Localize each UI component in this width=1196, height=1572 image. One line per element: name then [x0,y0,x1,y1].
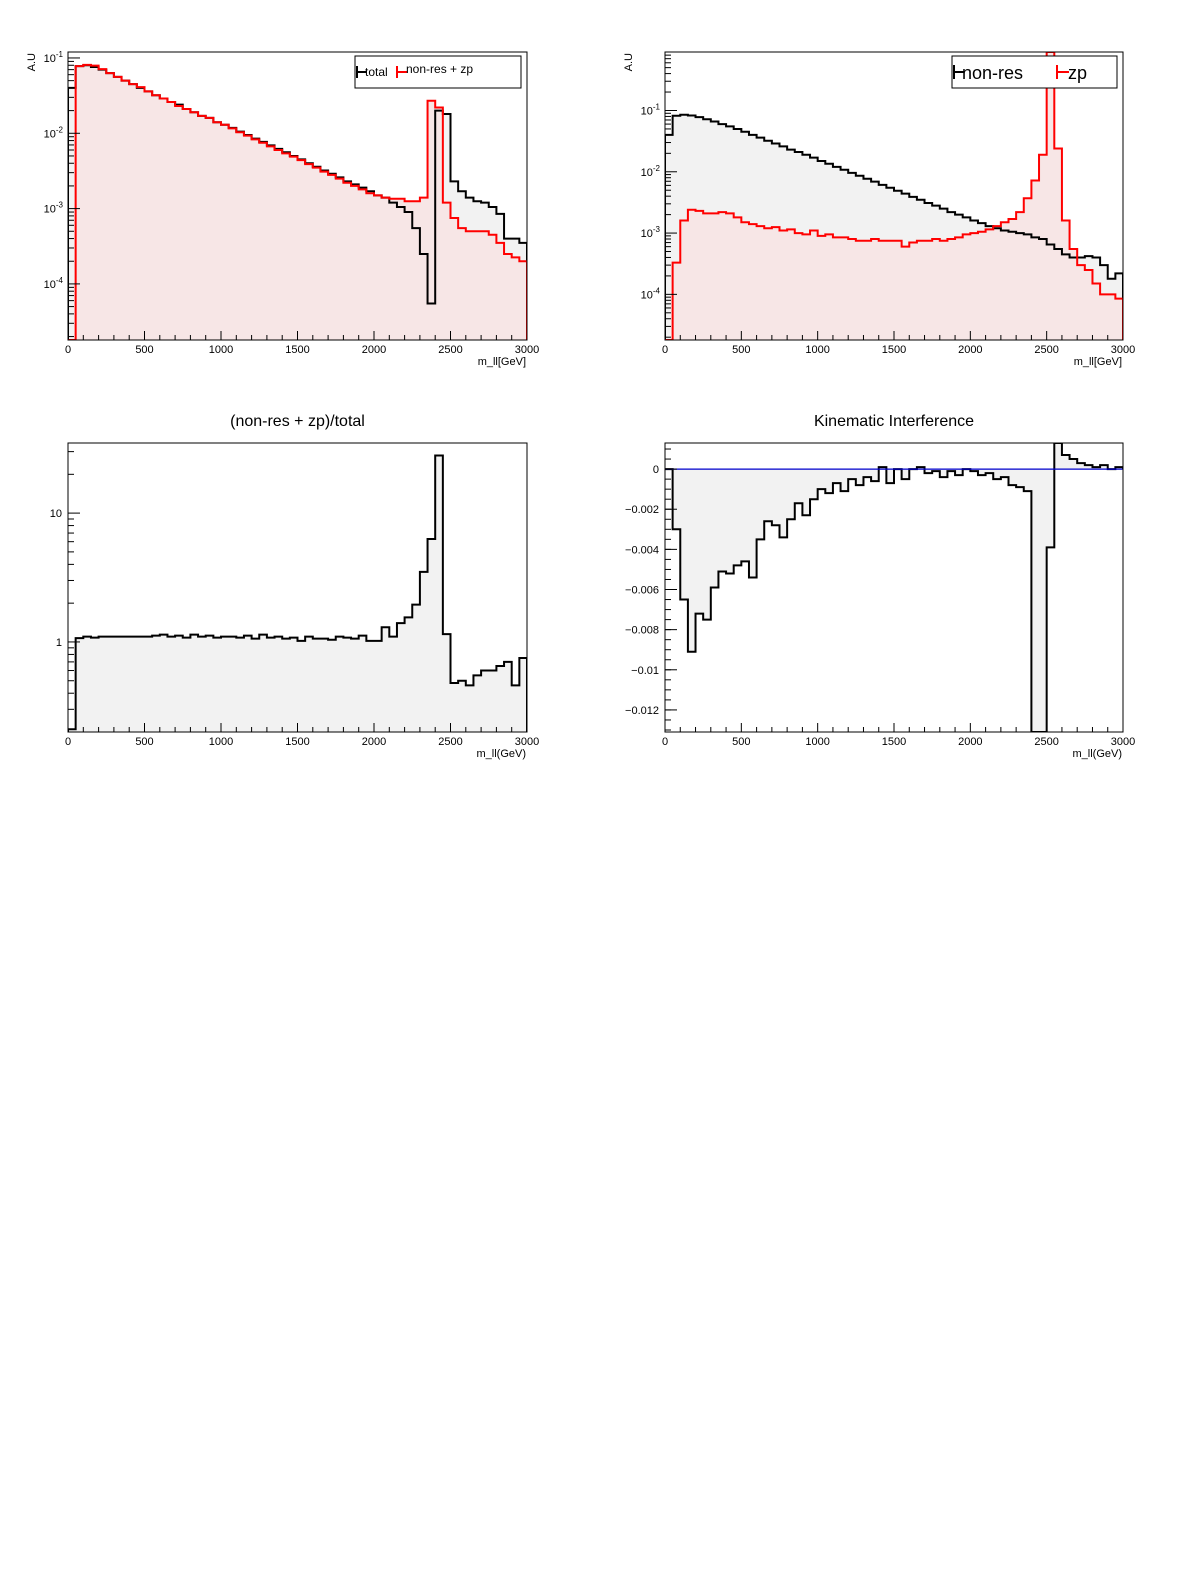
y-tick-label: −0.012 [625,705,659,717]
y-tick-label: 10-1 [44,50,64,65]
x-tick-label: 3000 [1111,344,1135,356]
y-tick-label: 10-3 [641,225,661,240]
series-fill-zp [665,52,1123,340]
x-tick-label: 3000 [515,344,539,356]
x-tick-label: 2500 [438,736,462,748]
y-tick-base: 10 [44,279,56,291]
x-tick-label: 2000 [958,736,982,748]
x-tick-label: 1000 [209,736,233,748]
y-axis-label: A.U [26,53,38,71]
y-tick-label: 10 [50,508,62,520]
y-tick-label: −0.006 [625,585,659,597]
x-axis-label: m_ll[GeV] [478,356,526,368]
x-tick-label: 1500 [882,344,906,356]
chart-title: Kinematic Interference [814,413,974,430]
y-tick-label: 1 [56,637,62,649]
chart-4: Kinematic Interference 0 500 1000 1500 2000 25… [625,413,1135,760]
series-fill-0 [665,443,1123,732]
series-line-0 [68,454,527,732]
y-tick-label: 10-2 [641,164,661,179]
y-tick-label: 10-1 [641,102,661,117]
y-tick-base: 10 [641,228,653,240]
x-tick-label: 2500 [438,344,462,356]
y-tick-label: −0.01 [631,665,659,677]
y-tick-exponent: -2 [56,125,64,134]
x-axis-label: m_ll(GeV) [1072,748,1122,760]
x-tick-label: 500 [732,344,750,356]
x-tick-label: 500 [135,344,153,356]
x-tick-label: 3000 [1111,736,1135,748]
y-tick-label: 10-4 [44,276,64,291]
x-axis-label: m_ll(GeV) [476,748,526,760]
y-tick-exponent: -2 [653,164,661,173]
chart-1: 0 500 1000 1500 2000 2500 300010-410-310-210-1… [26,50,539,368]
x-tick-label: 0 [65,344,71,356]
series-line-non-res [665,113,1123,340]
x-tick-label: 2000 [362,736,386,748]
y-tick-label: 0 [653,464,659,476]
plot-area [68,63,527,340]
x-tick-label: 2500 [1034,344,1058,356]
x-tick-label: 0 [662,736,668,748]
legend-label: total [365,65,388,79]
y-tick-label: 10-2 [44,125,64,140]
y-tick-base: 10 [44,204,56,216]
y-tick-base: 10 [44,128,56,140]
x-tick-label: 3000 [515,736,539,748]
y-tick-label: 10-4 [641,286,661,301]
x-tick-label: 2500 [1034,736,1058,748]
chart-2: 0 500 1000 1500 2000 2500 300010-410-310-210-1… [623,51,1135,368]
x-tick-label: 0 [65,736,71,748]
y-tick-label: −0.004 [625,544,659,556]
x-tick-label: 1000 [805,344,829,356]
plot-area [665,443,1123,732]
legend-box [354,55,522,89]
series-line-non-res-zp [68,63,527,340]
y-tick-label: 10-3 [44,201,64,216]
legend-label: non-res + zp [406,62,473,76]
x-tick-label: 0 [662,344,668,356]
legend: non-res zp [951,55,1118,89]
x-tick-label: 1000 [805,736,829,748]
y-axis-label: A.U [623,53,635,71]
series-line-0 [665,443,1123,732]
series-line-zp [665,52,1123,340]
y-tick-base: 10 [641,105,653,117]
chart-3: (non-res + zp)/total 0 500 1000 1500 2000 2500… [50,413,539,760]
chart-title: (non-res + zp)/total [230,413,365,430]
series-fill-non-res-zp [68,64,527,340]
x-tick-label: 1500 [285,344,309,356]
y-tick-exponent: -4 [56,276,64,285]
legend: total non-res + zp [354,55,522,89]
y-tick-label: −0.002 [625,504,659,516]
legend-label: zp [1068,63,1087,83]
x-tick-label: 2000 [958,344,982,356]
y-tick-exponent: -3 [653,225,661,234]
x-tick-label: 500 [732,736,750,748]
series-fill-0 [68,455,527,732]
x-tick-label: 1500 [882,736,906,748]
legend-label: non-res [962,63,1023,83]
x-tick-label: 2000 [362,344,386,356]
x-tick-label: 1000 [209,344,233,356]
y-tick-base: 10 [641,167,653,179]
plot-area [68,454,527,732]
legend-box [951,55,1118,89]
plot-area [665,52,1123,340]
y-tick-label: −0.008 [625,625,659,637]
y-tick-exponent: -1 [653,102,661,111]
y-tick-exponent: -3 [56,201,64,210]
x-axis-label: m_ll[GeV] [1074,356,1122,368]
y-tick-exponent: -1 [56,50,64,59]
x-tick-label: 500 [135,736,153,748]
x-tick-label: 1500 [285,736,309,748]
y-tick-base: 10 [641,289,653,301]
y-tick-base: 10 [44,53,56,65]
y-tick-exponent: -4 [653,286,661,295]
